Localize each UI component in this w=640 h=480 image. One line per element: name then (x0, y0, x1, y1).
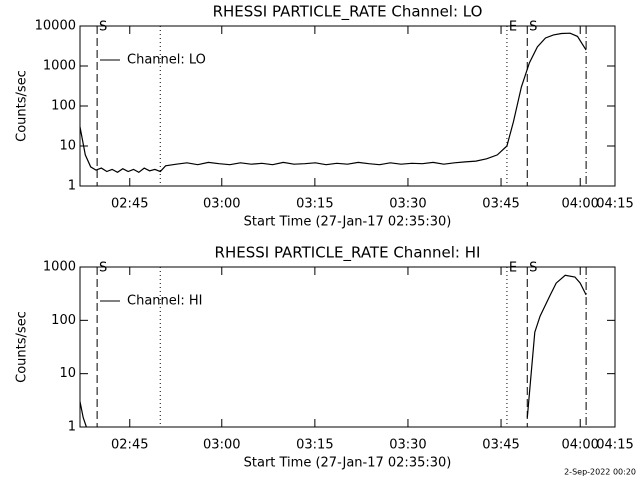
event-label: E (509, 20, 517, 35)
x-axis-label: Start Time (27-Jan-17 02:35:30) (244, 456, 452, 471)
legend-label: Channel: HI (127, 294, 203, 309)
x-tick-label: 03:30 (389, 197, 426, 212)
x-tick-label: 03:45 (482, 438, 519, 453)
chart-title: RHESSI PARTICLE_RATE Channel: LO (213, 3, 483, 22)
x-tick-label: 02:45 (111, 197, 148, 212)
x-tick-label: 04:15 (596, 438, 633, 453)
y-tick-label: 1 (68, 179, 76, 194)
y-tick-label: 1 (68, 420, 76, 435)
x-tick-label: 03:45 (482, 197, 519, 212)
legend-label: Channel: LO (127, 53, 206, 68)
plot-frame (79, 266, 616, 428)
x-tick-label: 03:00 (203, 197, 240, 212)
x-tick-label: 03:30 (389, 438, 426, 453)
event-label: S (99, 261, 107, 276)
event-label: S (529, 20, 537, 35)
y-tick-label: 1000 (43, 260, 76, 275)
y-tick-label: 10 (59, 366, 76, 381)
y-tick-label: 1000 (43, 59, 76, 74)
y-tick-label: 100 (51, 313, 76, 328)
event-label: E (509, 261, 517, 276)
event-label: S (99, 20, 107, 35)
y-axis-label: Counts/sec (15, 311, 30, 383)
x-tick-label: 03:15 (296, 438, 333, 453)
data-line (79, 274, 587, 428)
x-tick-label: 03:15 (296, 197, 333, 212)
x-axis-label: Start Time (27-Jan-17 02:35:30) (244, 215, 452, 230)
data-line (79, 32, 587, 174)
event-label: S (529, 261, 537, 276)
x-tick-label: 04:00 (561, 197, 598, 212)
x-tick-label: 02:45 (111, 438, 148, 453)
chart-title: RHESSI PARTICLE_RATE Channel: HI (215, 244, 481, 263)
y-tick-label: 10 (59, 139, 76, 154)
y-tick-label: 100 (51, 99, 76, 114)
x-tick-label: 04:00 (561, 438, 598, 453)
x-tick-label: 03:00 (203, 438, 240, 453)
y-axis-label: Counts/sec (15, 70, 30, 142)
x-tick-label: 04:15 (596, 197, 633, 212)
y-tick-label: 10000 (35, 19, 76, 34)
footer: 2-Sep-2022 00:20 (564, 468, 636, 477)
